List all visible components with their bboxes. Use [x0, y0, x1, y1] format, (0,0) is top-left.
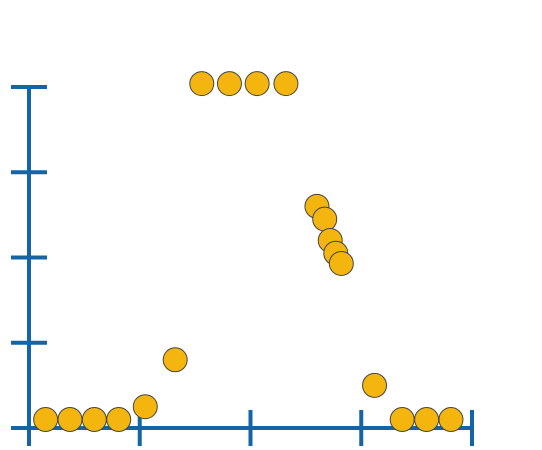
data-points: [33, 71, 464, 432]
data-point: [328, 250, 354, 276]
data-point: [33, 406, 59, 432]
data-point: [389, 406, 415, 432]
data-point: [162, 347, 188, 373]
data-point: [81, 406, 107, 432]
data-point: [414, 406, 440, 432]
data-point: [312, 206, 338, 232]
data-point: [132, 394, 158, 420]
data-point: [244, 71, 270, 97]
data-point: [362, 372, 388, 398]
data-point: [216, 71, 242, 97]
data-point: [273, 71, 299, 97]
axes: [11, 85, 474, 446]
data-point: [57, 406, 83, 432]
data-point: [106, 406, 132, 432]
data-point: [189, 71, 215, 97]
data-point: [438, 406, 464, 432]
